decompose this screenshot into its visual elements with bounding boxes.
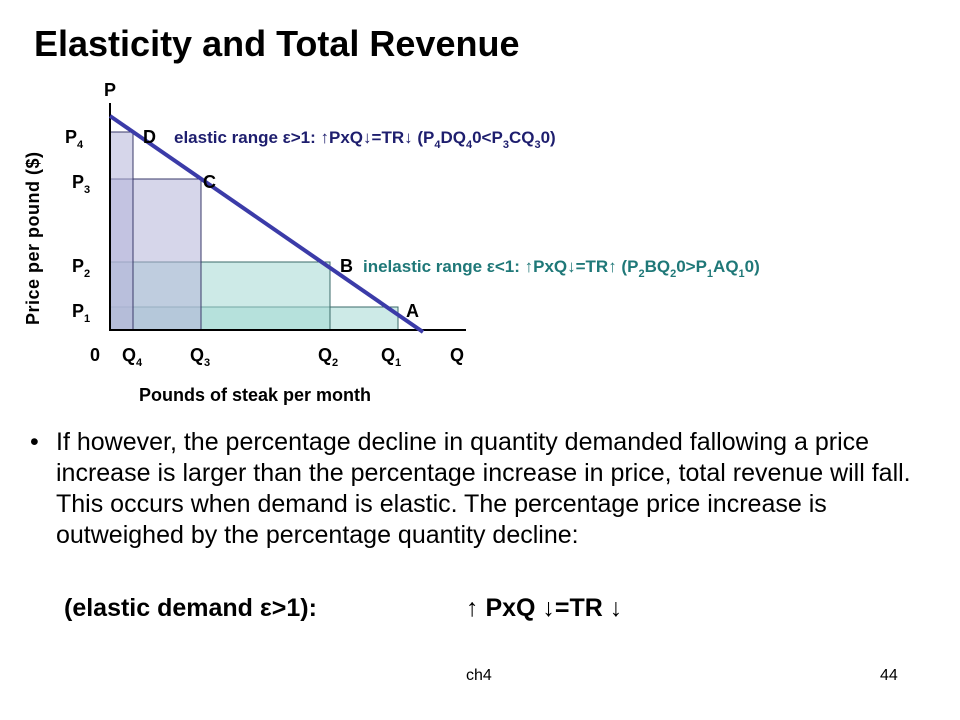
point-label-b: B — [340, 256, 353, 276]
demand-line — [108, 114, 425, 334]
quantity-label-q3: Q3 — [190, 345, 210, 369]
elastic-range-note: elastic range ε>1: ↑PxQ↓=TR↓ (P4DQ40<P3C… — [174, 128, 556, 151]
point-label-a: A — [406, 301, 419, 321]
x-axis-title: Pounds of steak per month — [139, 385, 371, 405]
bullet-marker: • — [30, 428, 39, 456]
origin-label: 0 — [90, 345, 100, 365]
page-number: 44 — [880, 667, 898, 684]
formula-label: (elastic demand ε>1): — [64, 594, 317, 622]
price-label-p2: P2 — [72, 256, 90, 280]
point-label-d: D — [143, 127, 156, 147]
point-label-c: C — [203, 172, 216, 192]
revenue-diagram: P 0 Q P4 P3 P2 P1 Q4 Q3 Q2 Q1 D C B A el… — [23, 80, 760, 405]
price-label-p4: P4 — [65, 127, 84, 151]
inelastic-range-note: inelastic range ε<1: ↑PxQ↓=TR↑ (P2BQ20>P… — [363, 257, 760, 280]
formula-arrows: ↑ PxQ ↓=TR ↓ — [466, 594, 623, 622]
y-axis-title: Price per pound ($) — [23, 151, 43, 325]
bullet-text: If however, the percentage decline in qu… — [56, 428, 911, 549]
axis-p-label: P — [104, 80, 116, 100]
revenue-rect-p4 — [109, 131, 134, 331]
axis-q-label: Q — [450, 345, 464, 365]
price-label-p1: P1 — [72, 301, 90, 325]
body-bullet: • If however, the percentage decline in … — [30, 427, 930, 551]
quantity-label-q2: Q2 — [318, 345, 338, 369]
quantity-label-q1: Q1 — [381, 345, 401, 369]
footer-chapter: ch4 — [466, 667, 492, 684]
quantity-label-q4: Q4 — [122, 345, 143, 369]
slide-title: Elasticity and Total Revenue — [34, 23, 520, 64]
price-label-p3: P3 — [72, 172, 90, 196]
